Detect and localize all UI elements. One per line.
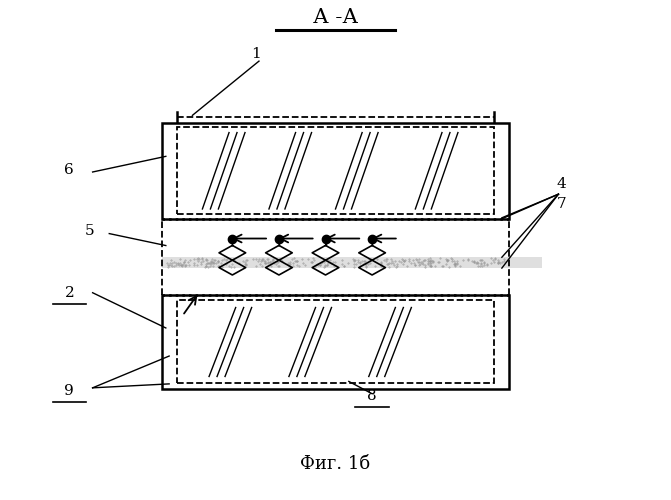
- Bar: [509, 257, 541, 268]
- Bar: [177, 300, 494, 383]
- Text: 9: 9: [64, 384, 74, 398]
- Text: 5: 5: [85, 224, 94, 238]
- Text: А -А: А -А: [313, 8, 358, 26]
- Text: 4: 4: [557, 178, 566, 192]
- Bar: [177, 126, 494, 214]
- Text: 2: 2: [64, 286, 74, 300]
- Text: 6: 6: [64, 162, 74, 176]
- Bar: [162, 295, 509, 389]
- Text: 7: 7: [557, 197, 566, 211]
- Text: 8: 8: [367, 389, 377, 403]
- Text: Фиг. 1б: Фиг. 1б: [301, 454, 370, 472]
- Text: 1: 1: [251, 46, 260, 60]
- Bar: [162, 122, 509, 219]
- Bar: [162, 257, 509, 268]
